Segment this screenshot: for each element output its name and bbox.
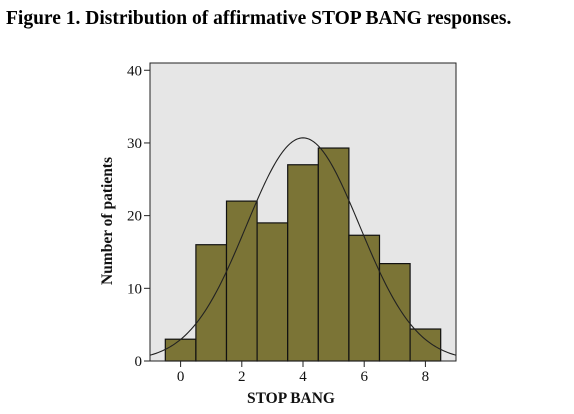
bar-7 (378, 263, 411, 362)
x-axis-label: STOP BANG (247, 390, 335, 407)
y-axis-label: Number of patients (99, 157, 116, 285)
x-tick-label: 6 (360, 369, 368, 385)
y-tick-label: 10 (127, 281, 142, 297)
bars-layer (164, 147, 442, 362)
bar-2 (225, 200, 258, 362)
x-axis: 0 2 4 6 8 (177, 361, 429, 385)
figure-title: Figure 1. Distribution of affirmative ST… (6, 8, 512, 29)
x-tick-label: 4 (299, 369, 307, 385)
bar-8 (409, 328, 442, 362)
x-tick-label: 2 (238, 369, 246, 385)
bar-5 (317, 147, 350, 362)
x-tick-label: 8 (422, 369, 430, 385)
bar-6 (348, 234, 381, 362)
y-tick-label: 40 (127, 63, 142, 79)
y-tick-label: 30 (127, 136, 142, 152)
bar-3 (256, 222, 289, 362)
x-tick-label: 0 (177, 369, 185, 385)
y-tick-label: 20 (127, 209, 142, 225)
y-tick-label: 0 (135, 354, 143, 370)
bar-0 (164, 338, 197, 362)
normal-curve (150, 137, 456, 356)
bar-4 (287, 164, 319, 362)
y-axis: 0 10 20 30 40 (127, 63, 150, 370)
bar-1 (195, 244, 228, 362)
